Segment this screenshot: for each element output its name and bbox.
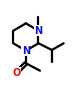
Text: O: O	[12, 68, 20, 78]
Text: N: N	[34, 26, 43, 36]
Text: N: N	[22, 46, 30, 56]
